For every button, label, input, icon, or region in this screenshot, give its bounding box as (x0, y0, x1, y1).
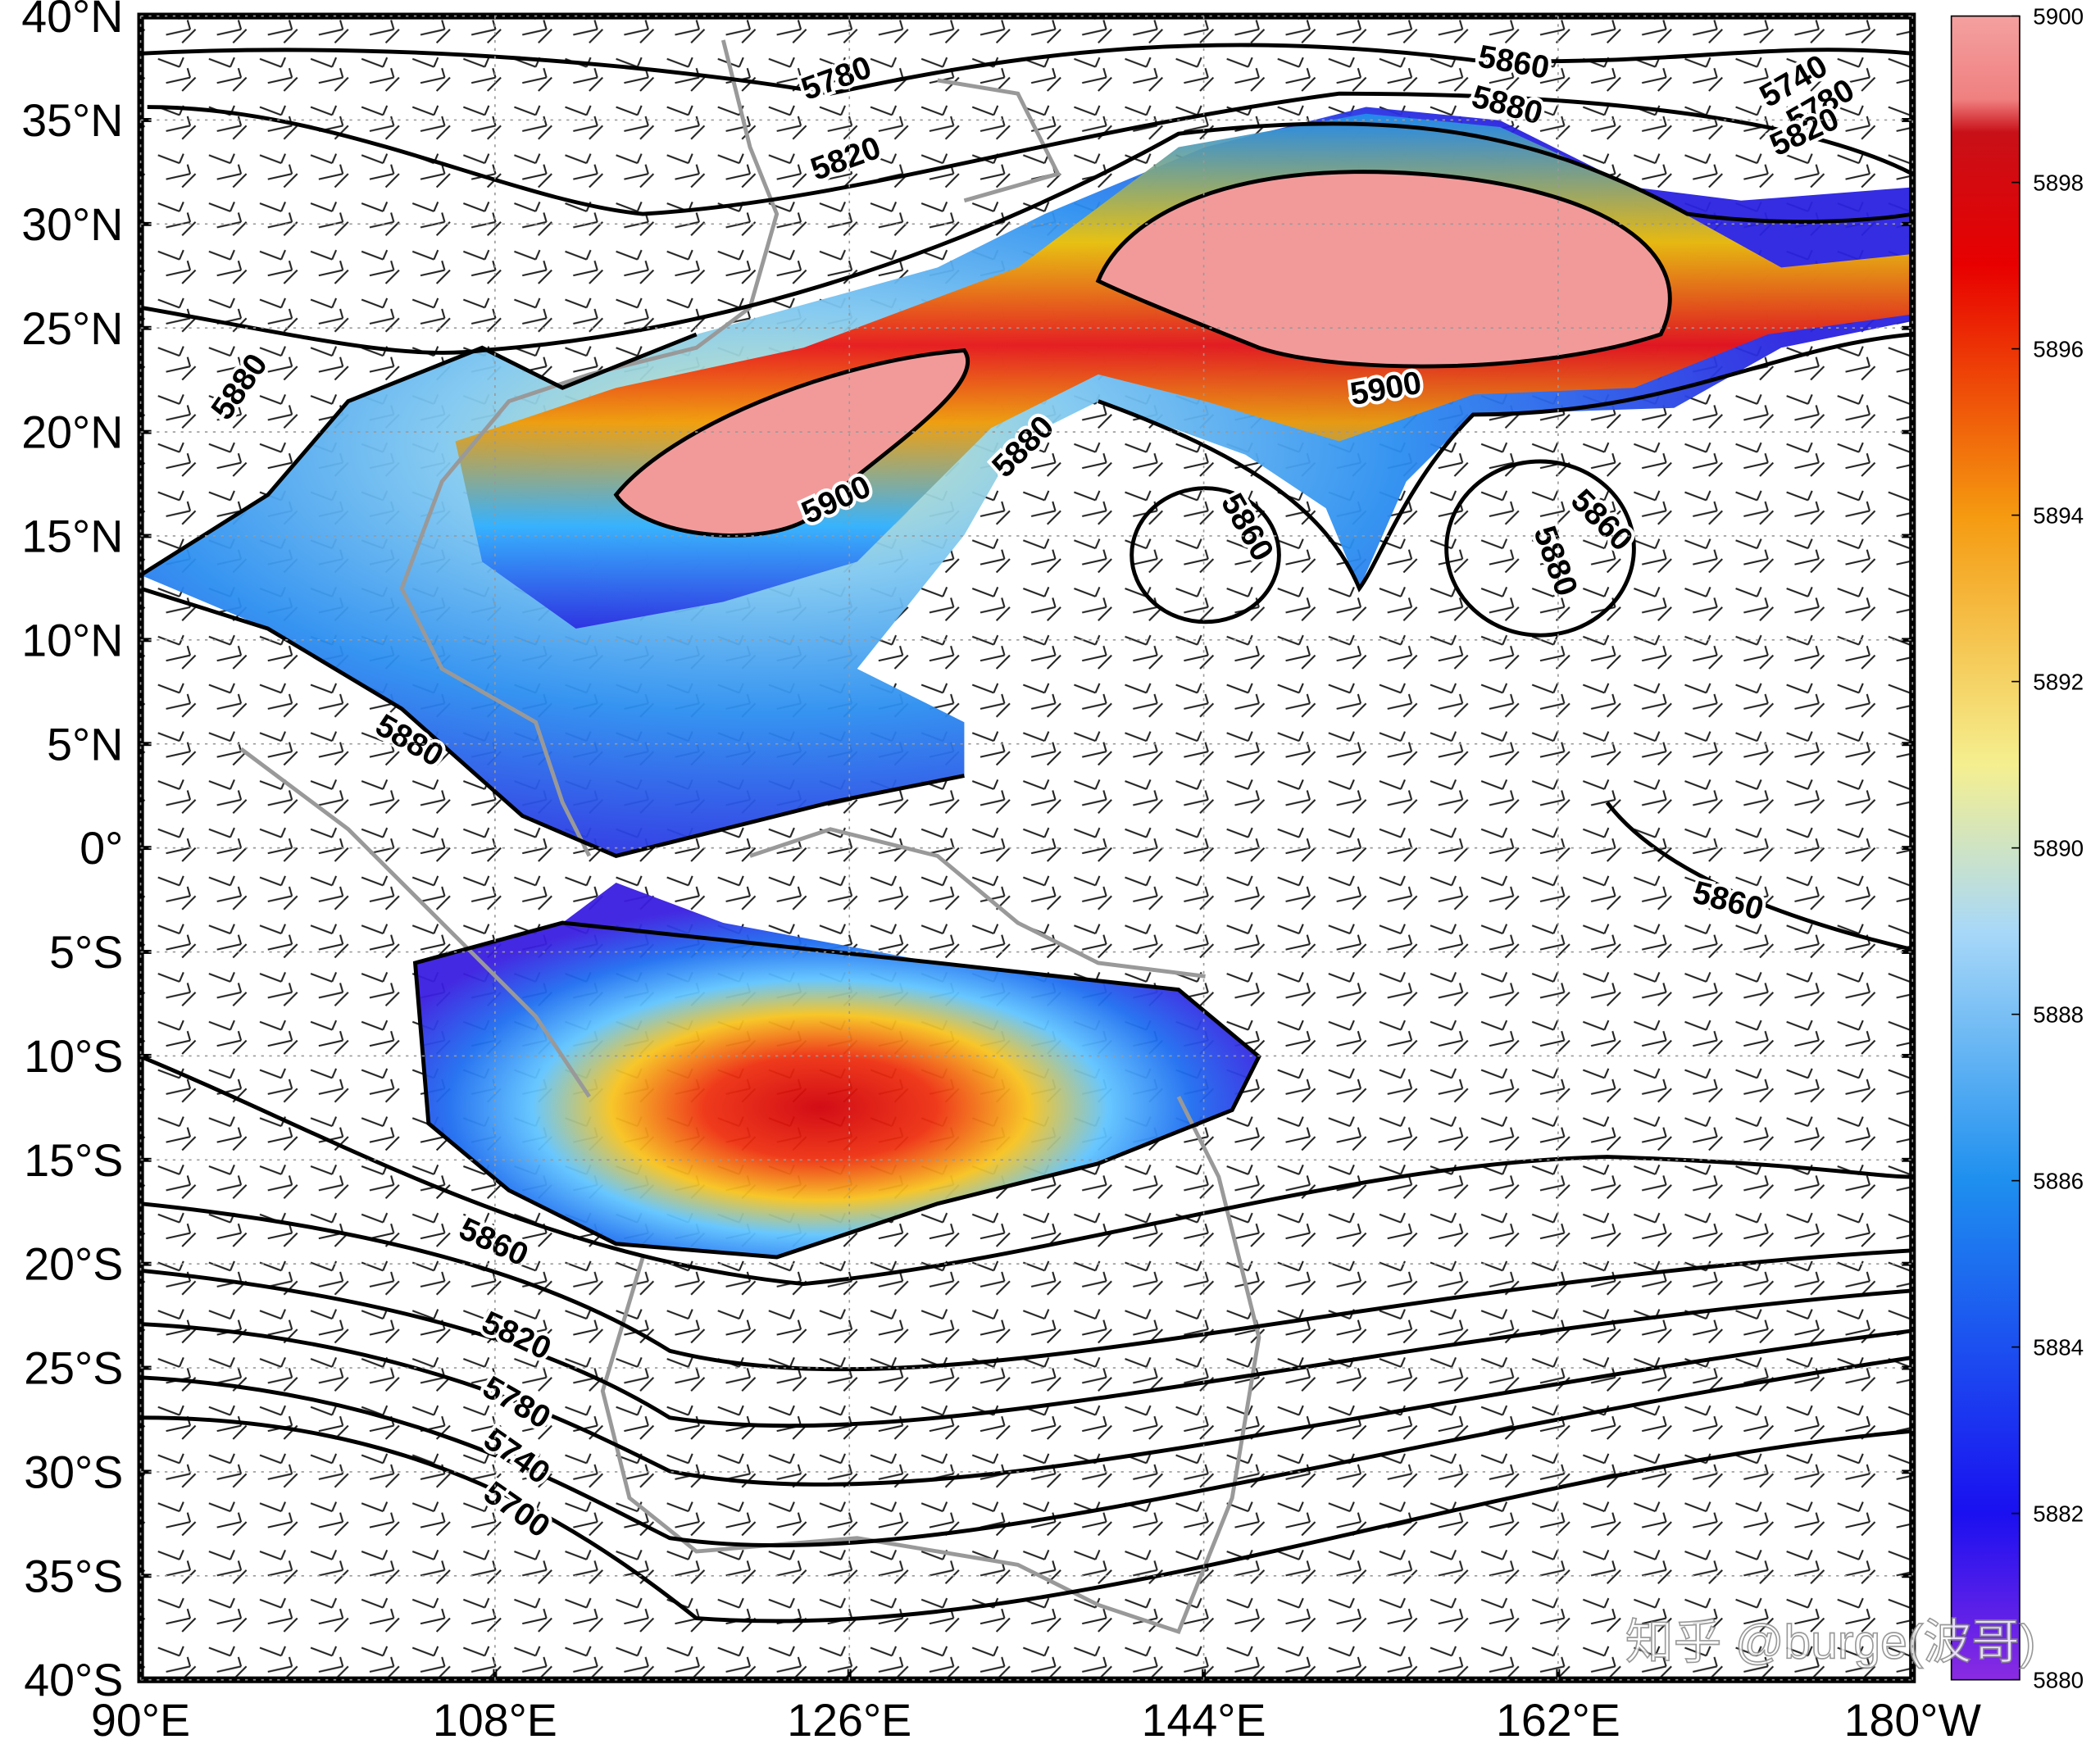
lat-label: 25°S (24, 1343, 123, 1394)
lon-label: 108°E (433, 1695, 557, 1744)
lat-label: 15°N (21, 511, 123, 562)
lon-label: 180°W (1844, 1695, 1982, 1744)
lon-label: 144°E (1142, 1695, 1266, 1744)
colorbar-label: 5882 (2033, 1501, 2084, 1526)
lat-label: 10°S (24, 1031, 123, 1082)
colorbar-label: 5898 (2033, 170, 2084, 195)
colorbar-label: 5886 (2033, 1168, 2084, 1193)
lat-label: 0° (80, 823, 123, 874)
colorbar-label: 5892 (2033, 669, 2084, 694)
lat-label: 20°S (24, 1239, 123, 1290)
lat-label: 35°S (24, 1551, 123, 1601)
colorbar-label: 5888 (2033, 1001, 2084, 1027)
high-core-west (613, 348, 970, 538)
colorbar (1950, 15, 2020, 1681)
lat-label: 30°N (21, 199, 123, 250)
contours (140, 43, 1913, 1624)
lon-label: 126°E (787, 1695, 911, 1744)
colorbar-label: 5896 (2033, 336, 2084, 361)
colorbar-label: 5900 (2033, 3, 2084, 29)
colorbar-label: 5890 (2033, 835, 2084, 861)
lon-label: 162°E (1496, 1695, 1620, 1744)
lat-label: 40°N (21, 0, 123, 42)
high-core-east (1095, 170, 1672, 369)
lat-label: 35°N (21, 95, 123, 146)
coastlines (239, 39, 1261, 1634)
watermark: 知乎 @burge(波哥) (1625, 1616, 2036, 1669)
lat-label: 20°N (21, 407, 123, 458)
lat-label: 5°N (47, 719, 123, 770)
lat-label: 5°S (49, 927, 123, 978)
lat-label: 25°N (21, 303, 123, 354)
colorbar-label: 5880 (2033, 1667, 2084, 1692)
lon-label: 90°E (91, 1695, 190, 1744)
colorbar-label: 5894 (2033, 502, 2084, 528)
colorbar-label: 5884 (2033, 1334, 2084, 1360)
lat-label: 30°S (24, 1447, 123, 1498)
lat-label: 15°S (24, 1135, 123, 1186)
lat-label: 40°S (24, 1655, 123, 1705)
lat-label: 10°N (21, 615, 123, 665)
map-area (140, 16, 1913, 1680)
